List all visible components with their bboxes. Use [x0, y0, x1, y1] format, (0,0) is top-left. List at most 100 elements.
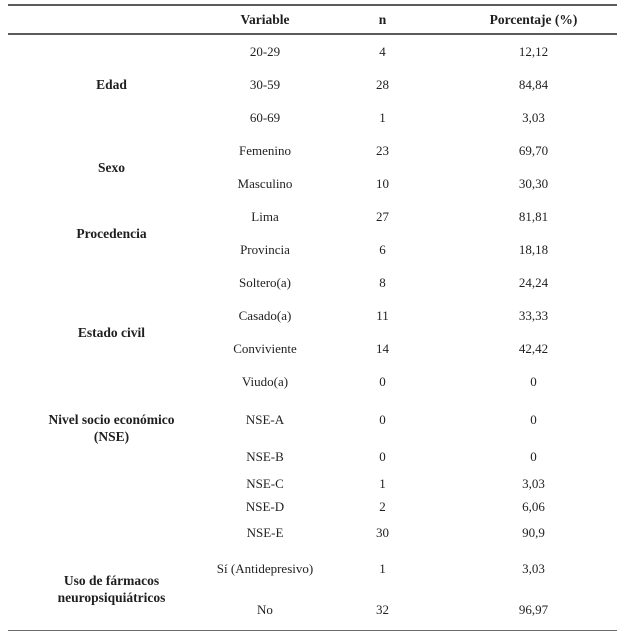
n-cell: 1: [379, 561, 386, 576]
variable-cell: 60-69: [249, 109, 281, 125]
variable-cell: NSE-E: [246, 525, 284, 540]
pct-cell: 0: [530, 373, 537, 389]
variable-cell: NSE-B: [246, 449, 284, 464]
pct-cell: 33,33: [518, 307, 549, 323]
table-header-row: Variable n Porcentaje (%): [8, 6, 617, 35]
group-label-line1: Uso de fármacos: [63, 573, 160, 588]
group-label: Edad: [8, 35, 215, 134]
table-row: NSE-E 30 90,9: [215, 518, 617, 548]
table-row: Casado(a) 11 33,33: [215, 299, 617, 332]
variable-cell: Masculino: [237, 175, 293, 191]
variable-cell: NSE-D: [245, 498, 285, 514]
n-cell: 27: [376, 208, 389, 224]
table-row: Provincia 6 18,18: [215, 233, 617, 266]
n-cell: 14: [376, 340, 389, 356]
group-label: Uso de fármacos neuropsiquiátricos: [8, 548, 215, 630]
variable-cell: Provincia: [240, 241, 290, 257]
table-row: 60-69 1 3,03: [215, 101, 617, 134]
group-farmacos: Uso de fármacos neuropsiquiátricos Sí (A…: [8, 548, 617, 630]
table-row: NSE-D 2 6,06: [215, 495, 617, 518]
n-cell: 2: [379, 498, 386, 514]
table-row: Lima 27 81,81: [215, 200, 617, 233]
group-estado-civil: Estado civil Soltero(a) 8 24,24 Casado(a…: [8, 266, 617, 398]
group-rows: Lima 27 81,81 Provincia 6 18,18: [215, 200, 617, 266]
header-n: n: [378, 11, 387, 27]
pct-cell: 0: [530, 412, 537, 427]
group-label-line1: Edad: [96, 77, 127, 92]
pct-cell: 6,06: [522, 498, 545, 514]
group-edad: Edad 20-29 4 12,12 30-59 28 84,84 60-69 …: [8, 35, 617, 134]
variable-cell: Casado(a): [238, 307, 292, 323]
n-cell: 0: [379, 373, 386, 389]
table-row: Viudo(a) 0 0: [215, 365, 617, 398]
n-cell: 8: [379, 274, 386, 290]
group-label-line2: (NSE): [93, 429, 130, 444]
variable-cell: 20-29: [249, 43, 281, 59]
group-label: Estado civil: [8, 266, 215, 398]
demographics-table: Variable n Porcentaje (%) Edad 20-29 4 1…: [8, 4, 617, 631]
variable-cell: NSE-C: [246, 475, 284, 491]
group-label: Sexo: [8, 134, 215, 200]
n-cell: 30: [376, 525, 389, 540]
variable-cell: Sí (Antidepresivo): [216, 561, 314, 576]
group-label-line2: neuropsiquiátricos: [57, 590, 166, 605]
variable-cell: 30-59: [249, 76, 281, 92]
group-rows: Femenino 23 69,70 Masculino 10 30,30: [215, 134, 617, 200]
pct-cell: 42,42: [518, 340, 549, 356]
table-row: Femenino 23 69,70: [215, 134, 617, 167]
n-cell: 10: [376, 175, 389, 191]
table-row: NSE-B 0 0: [215, 442, 617, 472]
header-porcentaje: Porcentaje (%): [489, 11, 578, 27]
group-label-line1: Nivel socio económico: [48, 412, 175, 427]
n-cell: 6: [379, 241, 386, 257]
group-label-line1: Estado civil: [77, 324, 146, 340]
group-procedencia: Procedencia Lima 27 81,81 Provincia 6 18…: [8, 200, 617, 266]
pct-cell: 3,03: [522, 475, 545, 491]
n-cell: 32: [376, 602, 389, 617]
pct-cell: 3,03: [522, 561, 545, 576]
group-label-line1: Sexo: [98, 159, 125, 175]
variable-cell: Conviviente: [233, 340, 297, 356]
n-cell: 4: [379, 43, 386, 59]
n-cell: 28: [376, 76, 389, 92]
group-rows: NSE-A 0 0 NSE-B 0 0 NSE-C 1 3,03 NSE-D 2: [215, 398, 617, 548]
pct-cell: 90,9: [522, 525, 545, 540]
table-row: Conviviente 14 42,42: [215, 332, 617, 365]
n-cell: 0: [379, 449, 386, 464]
variable-cell: Viudo(a): [241, 373, 289, 389]
group-label: Procedencia: [8, 200, 215, 266]
table-row: Sí (Antidepresivo) 1 3,03: [215, 548, 617, 590]
pct-cell: 12,12: [518, 43, 549, 59]
pct-cell: 3,03: [522, 109, 545, 125]
variable-cell: Lima: [251, 208, 279, 224]
variable-cell: Soltero(a): [239, 274, 291, 290]
pct-cell: 0: [530, 449, 537, 464]
pct-cell: 30,30: [518, 175, 549, 191]
pct-cell: 24,24: [518, 274, 549, 290]
group-sexo: Sexo Femenino 23 69,70 Masculino 10 30,3…: [8, 134, 617, 200]
variable-cell: Femenino: [239, 142, 291, 158]
group-rows: 20-29 4 12,12 30-59 28 84,84 60-69 1 3,0…: [215, 35, 617, 134]
table-row: 30-59 28 84,84: [215, 68, 617, 101]
header-variable: Variable: [240, 11, 290, 27]
n-cell: 1: [379, 475, 386, 491]
pct-cell: 84,84: [518, 76, 549, 92]
group-rows: Soltero(a) 8 24,24 Casado(a) 11 33,33 Co…: [215, 266, 617, 398]
n-cell: 11: [376, 307, 389, 323]
group-rows: Sí (Antidepresivo) 1 3,03 No 32 96,97: [215, 548, 617, 630]
table-row: Soltero(a) 8 24,24: [215, 266, 617, 299]
group-label: Nivel socio económico (NSE): [8, 398, 215, 548]
group-label-line1: Procedencia: [76, 225, 147, 241]
variable-cell: No: [257, 602, 273, 617]
n-cell: 23: [376, 142, 389, 158]
pct-cell: 69,70: [518, 142, 549, 158]
n-cell: 0: [379, 412, 386, 427]
table-row: Masculino 10 30,30: [215, 167, 617, 200]
group-nse: Nivel socio económico (NSE) NSE-A 0 0 NS…: [8, 398, 617, 548]
variable-cell: NSE-A: [245, 412, 285, 427]
table-row: No 32 96,97: [215, 590, 617, 630]
n-cell: 1: [379, 109, 386, 125]
pct-cell: 81,81: [518, 208, 549, 224]
table-row: 20-29 4 12,12: [215, 35, 617, 68]
